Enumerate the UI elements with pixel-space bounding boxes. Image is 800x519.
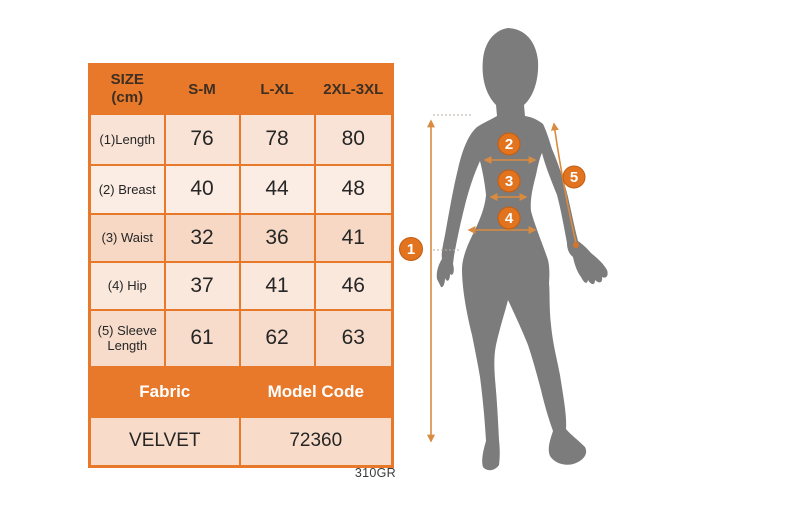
table-row-hip: (4) Hip 37 41 46	[88, 260, 394, 311]
length-l-xl: 78	[238, 112, 316, 166]
row-label-hip: (4) Hip	[88, 260, 166, 311]
table-header-row: SIZE (cm) S-M L-XL 2XL-3XL	[88, 63, 394, 115]
measurement-diagram: 1 2 3 4 5	[399, 28, 608, 471]
breast-2xl-3xl: 48	[313, 163, 394, 215]
length-s-m: 76	[163, 112, 241, 166]
sleeve-s-m: 61	[163, 308, 241, 368]
table-row-length: (1)Length 76 78 80	[88, 112, 394, 166]
sleeve-2xl-3xl: 63	[313, 308, 394, 368]
waist-s-m: 32	[163, 212, 241, 263]
sleeve-l-xl: 62	[238, 308, 316, 368]
measure-badge-4-number: 4	[505, 210, 514, 227]
hip-s-m: 37	[163, 260, 241, 311]
weight-note: 310GR	[354, 466, 396, 480]
table-row-breast: (2) Breast 40 44 48	[88, 163, 394, 215]
breast-s-m: 40	[163, 163, 241, 215]
waist-l-xl: 36	[238, 212, 316, 263]
measure-badge-1: 1	[399, 237, 423, 261]
sleeve-arrow-end-dot	[573, 242, 579, 248]
measure-badge-3: 3	[497, 169, 521, 193]
row-label-sleeve-length: (5) Sleeve Length	[88, 308, 166, 368]
fabric-value: VELVET	[88, 415, 241, 468]
model-code-header-cell: Model Code	[238, 365, 394, 418]
measure-badge-5-number: 5	[570, 169, 578, 186]
table-row-sleeve-length: (5) Sleeve Length 61 62 63	[88, 308, 394, 368]
hip-2xl-3xl: 46	[313, 260, 394, 311]
column-header-2xl-3xl: 2XL-3XL	[313, 63, 394, 115]
row-label-length: (1)Length	[88, 112, 166, 166]
column-header-l-xl: L-XL	[238, 63, 316, 115]
table-row-waist: (3) Waist 32 36 41	[88, 212, 394, 263]
fabric-modelcode-value-row: VELVET 72360	[88, 415, 394, 468]
size-table: SIZE (cm) S-M L-XL 2XL-3XL (1)Length 76 …	[88, 63, 394, 468]
fabric-modelcode-header-row: Fabric Model Code	[88, 365, 394, 418]
measure-badge-5: 5	[562, 165, 586, 189]
fabric-header-cell: Fabric	[88, 365, 241, 418]
measure-badge-3-number: 3	[505, 173, 513, 190]
length-2xl-3xl: 80	[313, 112, 394, 166]
measure-badge-2-number: 2	[505, 136, 513, 153]
column-header-s-m: S-M	[163, 63, 241, 115]
waist-2xl-3xl: 41	[313, 212, 394, 263]
size-cm-header-cell: SIZE (cm)	[88, 63, 166, 115]
sleeve-arrow	[550, 122, 577, 244]
woman-silhouette	[436, 28, 608, 471]
measure-badge-2: 2	[497, 132, 521, 156]
model-code-value: 72360	[238, 415, 394, 468]
measure-badge-4: 4	[497, 206, 521, 230]
breast-l-xl: 44	[238, 163, 316, 215]
hip-l-xl: 41	[238, 260, 316, 311]
row-label-breast: (2) Breast	[88, 163, 166, 215]
measure-badge-1-number: 1	[407, 241, 415, 258]
row-label-waist: (3) Waist	[88, 212, 166, 263]
